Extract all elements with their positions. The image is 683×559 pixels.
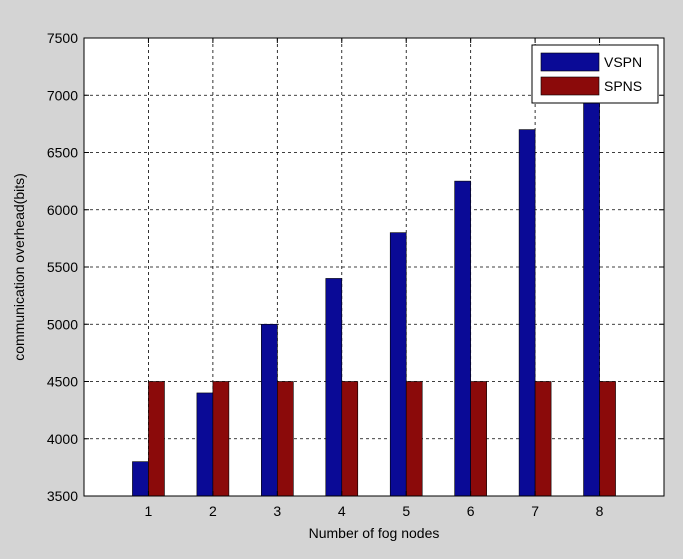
- bar-vspn-6: [454, 180, 471, 497]
- bar-spns-8: [599, 381, 616, 497]
- y-tick-label: 5500: [47, 259, 78, 275]
- legend-label-spns: SPNS: [604, 78, 642, 94]
- x-axis-label: Number of fog nodes: [309, 525, 440, 541]
- legend-label-vspn: VSPN: [604, 54, 642, 70]
- y-tick-label: 6000: [47, 202, 78, 218]
- y-tick-label: 6500: [47, 145, 78, 161]
- y-tick-label: 4500: [47, 374, 78, 390]
- y-tick-label: 4000: [47, 431, 78, 447]
- x-tick-label: 5: [402, 503, 410, 519]
- bar-vspn-4: [325, 278, 343, 497]
- y-tick-label: 5000: [47, 316, 78, 332]
- y-tick-label: 3500: [47, 488, 78, 504]
- legend: VSPN SPNS: [531, 44, 659, 104]
- legend-swatch-spns: [540, 76, 600, 96]
- x-tick-label: 8: [596, 503, 604, 519]
- x-tick-label: 7: [531, 503, 539, 519]
- bar-spns-4: [341, 381, 359, 497]
- bar-spns-5: [405, 381, 423, 497]
- legend-swatch-vspn: [540, 52, 600, 72]
- x-tick-label: 4: [338, 503, 346, 519]
- x-tick-label: 1: [145, 503, 153, 519]
- bar-spns-6: [470, 381, 487, 497]
- bar-spns-3: [277, 381, 294, 497]
- x-tick-label: 3: [273, 503, 281, 519]
- x-tick-label: 6: [467, 503, 475, 519]
- bar-spns-2: [212, 381, 230, 497]
- y-axis-label: communication overhead(bits): [11, 173, 27, 361]
- y-tick-label: 7000: [47, 87, 78, 103]
- bar-spns-1: [148, 381, 165, 497]
- bar-vspn-7: [518, 129, 536, 497]
- x-tick-label: 2: [209, 503, 217, 519]
- bar-vspn-2: [196, 392, 214, 497]
- bar-vspn-5: [389, 232, 407, 497]
- x-axis: 1 2 3 4 5 6 7 8: [145, 38, 604, 519]
- bar-vspn-1: [132, 461, 149, 497]
- y-tick-label: 7500: [47, 30, 78, 46]
- y-axis: 3500 4000 4500 5000 5500 6000 6500 7000 7500: [47, 30, 664, 504]
- bar-vspn-3: [261, 323, 278, 497]
- bar-vspn-8: [583, 77, 600, 497]
- bar-spns-7: [534, 381, 552, 497]
- bars: [132, 77, 616, 497]
